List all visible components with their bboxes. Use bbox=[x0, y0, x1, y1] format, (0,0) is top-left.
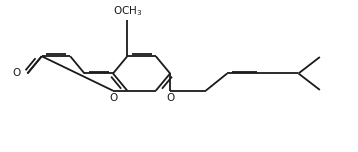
Text: O: O bbox=[109, 93, 117, 103]
Text: O: O bbox=[13, 68, 21, 78]
Text: O: O bbox=[166, 93, 174, 103]
Text: OCH$_3$: OCH$_3$ bbox=[113, 4, 142, 18]
